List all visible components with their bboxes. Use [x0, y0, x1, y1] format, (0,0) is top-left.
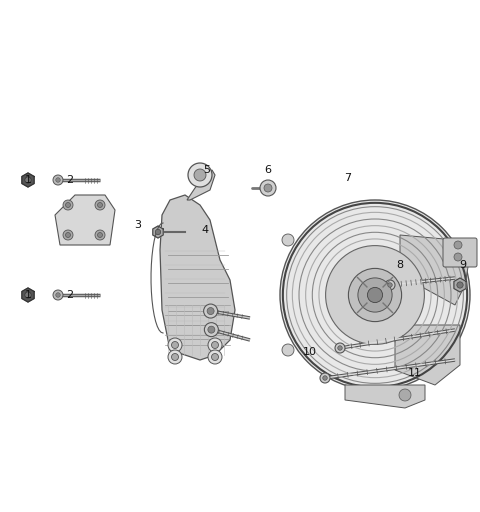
Circle shape — [208, 338, 222, 352]
Polygon shape — [55, 195, 115, 245]
Circle shape — [264, 184, 272, 192]
Polygon shape — [187, 170, 215, 200]
Circle shape — [97, 232, 103, 238]
Circle shape — [348, 268, 402, 322]
Circle shape — [97, 203, 103, 207]
Circle shape — [65, 232, 71, 238]
Text: 2: 2 — [66, 290, 73, 300]
Circle shape — [282, 234, 294, 246]
Text: 1: 1 — [24, 290, 32, 300]
Circle shape — [325, 246, 424, 345]
Circle shape — [204, 304, 217, 318]
Circle shape — [208, 326, 215, 333]
Circle shape — [338, 346, 342, 350]
Text: 5: 5 — [204, 165, 211, 175]
Circle shape — [95, 200, 105, 210]
Text: 3: 3 — [134, 220, 142, 230]
Circle shape — [282, 344, 294, 356]
Circle shape — [168, 350, 182, 364]
Circle shape — [171, 342, 179, 349]
Circle shape — [323, 376, 327, 380]
Circle shape — [56, 178, 60, 182]
Polygon shape — [22, 288, 34, 302]
Text: 6: 6 — [264, 165, 272, 175]
Polygon shape — [160, 195, 235, 360]
Circle shape — [260, 180, 276, 196]
Circle shape — [358, 278, 392, 312]
Text: 9: 9 — [459, 260, 467, 270]
Circle shape — [457, 282, 463, 288]
Circle shape — [454, 241, 462, 249]
Circle shape — [208, 350, 222, 364]
Circle shape — [156, 229, 161, 234]
Circle shape — [454, 253, 462, 261]
Text: 1: 1 — [24, 175, 32, 185]
Circle shape — [367, 287, 383, 303]
Text: 11: 11 — [408, 368, 422, 378]
Circle shape — [280, 200, 470, 390]
Circle shape — [207, 308, 214, 314]
Circle shape — [188, 163, 212, 187]
Circle shape — [194, 169, 206, 181]
Circle shape — [212, 353, 218, 360]
Polygon shape — [400, 235, 470, 305]
Circle shape — [63, 200, 73, 210]
Polygon shape — [153, 226, 163, 238]
Text: 10: 10 — [303, 347, 317, 357]
Text: 4: 4 — [202, 225, 209, 235]
Circle shape — [95, 230, 105, 240]
Circle shape — [171, 353, 179, 360]
Circle shape — [53, 175, 63, 185]
Circle shape — [63, 230, 73, 240]
Circle shape — [53, 290, 63, 300]
Circle shape — [168, 338, 182, 352]
Circle shape — [385, 280, 395, 290]
Polygon shape — [395, 325, 460, 385]
Circle shape — [56, 293, 60, 297]
Circle shape — [212, 342, 218, 349]
Polygon shape — [22, 173, 34, 187]
Text: 7: 7 — [345, 173, 351, 183]
Circle shape — [388, 283, 392, 287]
Circle shape — [399, 389, 411, 401]
Circle shape — [25, 292, 31, 298]
Circle shape — [25, 177, 31, 183]
FancyBboxPatch shape — [443, 238, 477, 267]
Polygon shape — [345, 385, 425, 408]
Text: 2: 2 — [66, 175, 73, 185]
Text: 8: 8 — [396, 260, 404, 270]
Circle shape — [65, 203, 71, 207]
Circle shape — [204, 323, 218, 337]
Circle shape — [320, 373, 330, 383]
Polygon shape — [454, 278, 466, 292]
Circle shape — [335, 343, 345, 353]
